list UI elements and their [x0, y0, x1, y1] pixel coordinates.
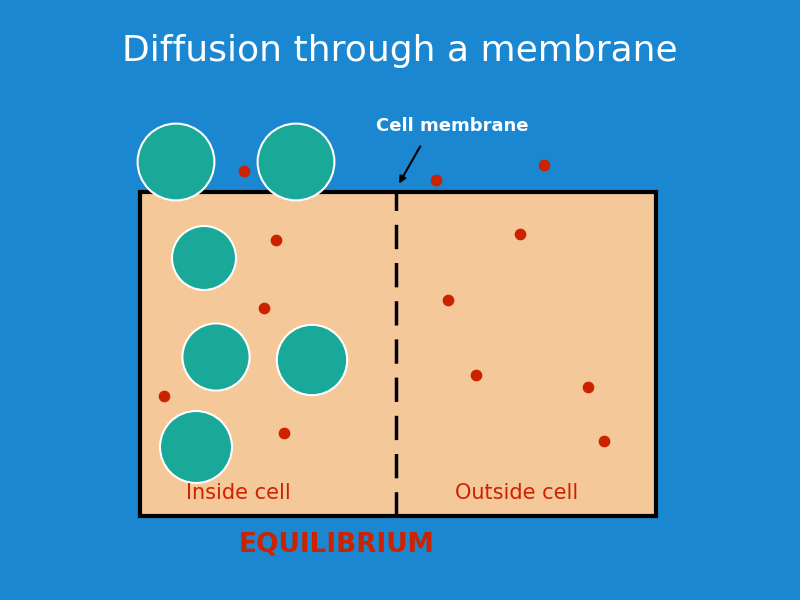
Ellipse shape	[138, 124, 214, 200]
Point	[258, 303, 270, 313]
Ellipse shape	[258, 124, 334, 200]
Text: EQUILIBRIUM: EQUILIBRIUM	[238, 532, 434, 558]
Point	[430, 175, 442, 185]
Point	[582, 382, 594, 392]
Point	[278, 428, 290, 438]
Point	[470, 370, 482, 380]
Ellipse shape	[182, 323, 250, 391]
Text: Inside cell: Inside cell	[186, 483, 290, 503]
Point	[538, 160, 550, 170]
Ellipse shape	[172, 226, 236, 290]
Text: Diffusion through a membrane: Diffusion through a membrane	[122, 34, 678, 68]
Point	[514, 229, 526, 239]
Point	[238, 166, 250, 176]
Point	[442, 295, 454, 305]
Point	[598, 436, 610, 446]
Point	[270, 235, 282, 245]
Ellipse shape	[160, 411, 232, 483]
Point	[158, 391, 170, 401]
Ellipse shape	[277, 325, 347, 395]
Text: Cell membrane: Cell membrane	[376, 117, 528, 135]
Text: Outside cell: Outside cell	[455, 483, 578, 503]
FancyBboxPatch shape	[140, 192, 656, 516]
